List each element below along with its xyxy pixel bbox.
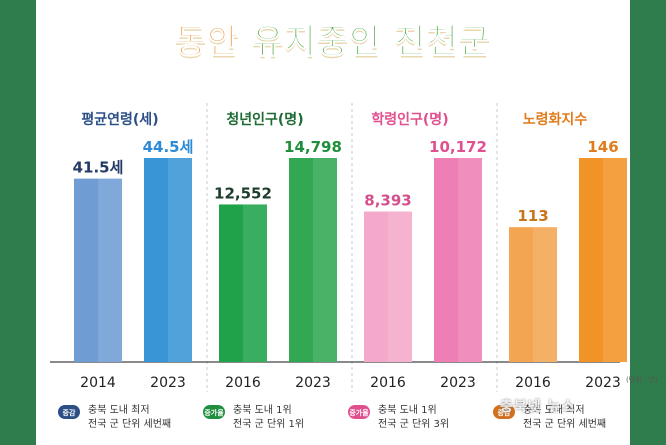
- legend-badge-label-1: 증감: [63, 408, 76, 417]
- bar-1-2014: [74, 178, 122, 362]
- x-tick-1-2014: 2014: [80, 375, 116, 391]
- bar-3-2023: [434, 158, 482, 362]
- bar-highlight-3-2023: [458, 158, 482, 362]
- bar-highlight-3-2016: [388, 211, 412, 362]
- bar-highlight-2-2016: [243, 204, 267, 362]
- title-left: 동안: [174, 22, 240, 63]
- bar-4-2023: [579, 158, 627, 362]
- legend-badge-4: [493, 405, 515, 419]
- legend-note-2-2: 전국 군 단위 1위: [233, 417, 304, 430]
- legend-badge-label-4: 증감: [498, 408, 511, 417]
- legend-note-2-1: 충북 도내 1위: [233, 403, 292, 416]
- unit-note: (단위 : 년): [626, 376, 658, 384]
- x-tick-4-2016: 2016: [515, 375, 551, 391]
- x-tick-3-2023: 2023: [440, 375, 476, 391]
- legend-badge-label-3: 증가율: [349, 408, 369, 417]
- chart-title-4: 노령화지수: [523, 112, 588, 128]
- legend-badge-label-2: 증가율: [204, 408, 224, 417]
- bar-1-2023: [144, 158, 192, 362]
- legend-note-3-2: 전국 군 단위 3위: [378, 417, 449, 430]
- bar-highlight-4-2016: [533, 227, 557, 362]
- value-label-3-2016: 8,393: [364, 192, 411, 210]
- value-label-1-2023: 44.5세: [143, 138, 194, 156]
- chart-title-1: 평균연령(세): [81, 111, 158, 128]
- bar-2-2023: [289, 158, 337, 362]
- bar-2-2016: [219, 204, 267, 362]
- value-label-4-2023: 146: [587, 138, 618, 156]
- x-tick-4-2023: 2023: [585, 375, 621, 391]
- x-tick-3-2016: 2016: [370, 375, 406, 391]
- legend-note-1-1: 충북 도내 최저: [88, 404, 150, 416]
- legend-badge-3: [348, 405, 370, 419]
- value-label-1-2014: 41.5세: [73, 159, 124, 177]
- value-label-3-2023: 10,172: [429, 138, 487, 156]
- bar-3-2016: [364, 211, 412, 362]
- legend-note-1-2: 전국 군 단위 세번째: [88, 417, 171, 430]
- bar-4-2016: [509, 227, 557, 362]
- x-tick-2-2016: 2016: [225, 375, 261, 391]
- bar-highlight-4-2023: [603, 158, 627, 362]
- legend-badge-1: [58, 405, 80, 419]
- value-label-2-2016: 12,552: [214, 184, 272, 202]
- chart-title-3: 학령인구(명): [371, 111, 448, 128]
- value-label-4-2016: 113: [517, 207, 548, 225]
- legend-note-3-1: 충북 도내 1위: [378, 403, 437, 416]
- legend-note-4-2: 전국 군 단위 세번째: [523, 417, 606, 430]
- left-frame: [0, 0, 36, 445]
- watermark: 충북넷 뉴스: [500, 399, 576, 415]
- chart-title-2: 청년인구(명): [226, 111, 303, 128]
- x-tick-1-2023: 2023: [150, 375, 186, 391]
- legend-badge-2: [203, 405, 225, 419]
- right-frame: [630, 0, 666, 445]
- page-title: 동안 유지중인 진천군: [36, 14, 630, 63]
- bar-highlight-2-2023: [313, 158, 337, 362]
- legend-note-4-1: 충북 도내 최저: [523, 404, 585, 416]
- bar-highlight-1-2023: [168, 158, 192, 362]
- x-tick-2-2023: 2023: [295, 375, 331, 391]
- value-label-2-2023: 14,798: [284, 138, 342, 156]
- bar-highlight-1-2014: [98, 178, 122, 362]
- title-right: 유지중인 진천군: [252, 22, 492, 63]
